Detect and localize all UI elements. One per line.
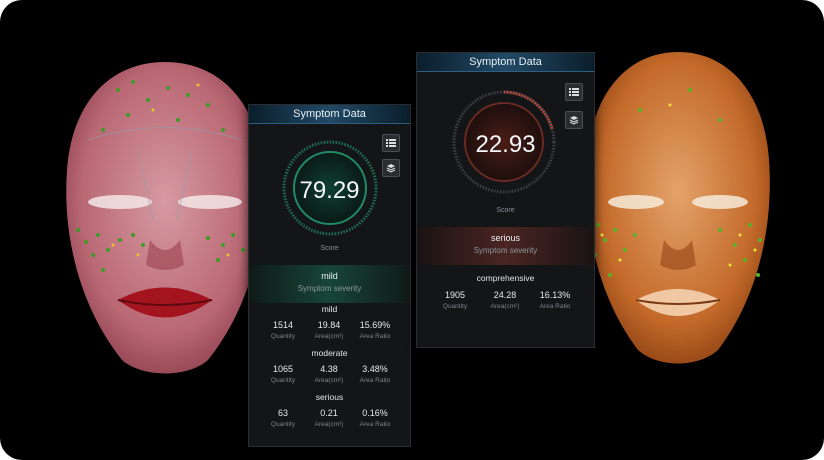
layers-icon [386, 164, 396, 173]
stat-area-ratio: 3.48% Area Ratio [359, 364, 391, 384]
stat-quantity: 1514 Quantity [270, 320, 296, 340]
score-value: 22.93 [475, 131, 536, 158]
section-heading: serious [315, 392, 344, 402]
list-icon [386, 139, 396, 147]
stat-area: 24.28 Area(cm²) [490, 290, 520, 310]
stat-area: 19.84 Area(cm²) [314, 320, 344, 340]
face-scan-right [586, 52, 770, 364]
score-gauge [452, 90, 556, 194]
panel-title: Symptom Data [417, 53, 594, 72]
stat-area: 4.38 Area(cm²) [314, 364, 344, 384]
severity-band: serious Symptom severity [417, 227, 594, 265]
stat-area-ratio: 15.69% Area Ratio [359, 320, 391, 340]
list-view-button[interactable] [382, 134, 400, 152]
list-view-button[interactable] [565, 83, 583, 101]
face-scan-left [66, 62, 264, 374]
layers-button[interactable] [382, 159, 400, 177]
stat-quantity: 1065 Quantity [270, 364, 296, 384]
severity-caption: Symptom severity [297, 284, 362, 293]
panel-title: Symptom Data [249, 105, 410, 124]
spots-left [76, 80, 245, 272]
score-label: Score [496, 207, 515, 214]
layers-icon [569, 116, 579, 125]
section-heading: mild [321, 304, 338, 314]
section-heading: comprehensive [476, 273, 535, 283]
severity-caption: Symptom severity [473, 246, 538, 255]
stat-area-ratio: 0.16% Area Ratio [359, 408, 391, 428]
severity-level: mild [321, 271, 338, 281]
score-value: 79.29 [299, 177, 360, 204]
stat-area-ratio: 16.13% Area Ratio [539, 290, 571, 310]
list-icon [569, 88, 579, 96]
stat-area: 0.21 Area(cm²) [314, 408, 344, 428]
layers-button[interactable] [565, 111, 583, 129]
symptom-panel-mild: Symptom Data 79.29 Score mild Symptom se… [248, 104, 411, 447]
symptom-panel-serious: Symptom Data 22.93 Score serious Symptom… [416, 52, 595, 348]
stat-quantity: 63 Quantity [270, 408, 296, 428]
section-heading: moderate [311, 348, 348, 358]
score-gauge [282, 140, 378, 236]
score-label: Score [320, 245, 339, 252]
severity-level: serious [490, 233, 520, 243]
severity-band: mild Symptom severity [249, 265, 410, 303]
stat-quantity: 1905 Quantity [442, 290, 468, 310]
